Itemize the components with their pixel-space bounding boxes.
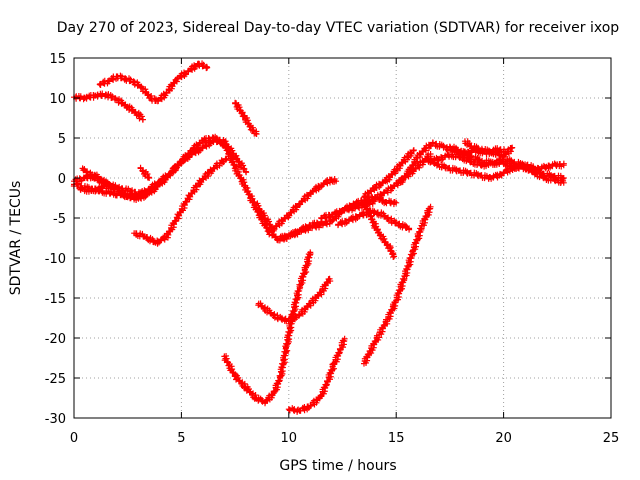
series-track-13 — [318, 193, 400, 222]
point-marks — [221, 249, 314, 407]
axis-ticks: 0 5 10 15 20 25 15 10 5 0 -5 -10 -15 -20 -25 -30 — [45, 52, 620, 446]
series-track-21 — [446, 143, 567, 187]
y-tick-label: -20 — [45, 332, 66, 347]
series-track-7 — [137, 164, 153, 181]
x-tick-label: 20 — [495, 431, 512, 446]
series-track-11 — [270, 175, 340, 233]
point-marks — [446, 143, 567, 187]
point-marks — [250, 199, 278, 234]
series-track-15 — [360, 199, 398, 261]
grid-lines — [74, 58, 611, 418]
point-marks — [77, 182, 116, 195]
point-marks — [318, 193, 400, 222]
point-marks — [131, 155, 230, 247]
x-tick-label: 0 — [70, 431, 78, 446]
x-tick-label: 15 — [388, 431, 405, 446]
point-marks — [96, 60, 211, 105]
series-track-22 — [461, 138, 516, 161]
x-tick-label: 5 — [177, 431, 185, 446]
point-marks — [461, 138, 516, 161]
series-track-23 — [221, 249, 314, 407]
plot-frame — [73, 57, 612, 419]
y-tick-label: -25 — [45, 372, 66, 387]
point-marks — [270, 175, 340, 233]
series-track-2 — [96, 60, 211, 105]
point-marks — [71, 90, 146, 123]
series-track-24 — [285, 335, 348, 415]
series-track-10 — [250, 199, 278, 234]
series-track-14 — [335, 207, 413, 233]
point-marks — [255, 275, 334, 325]
y-tick-label: 5 — [58, 132, 66, 147]
series-track-16 — [360, 147, 417, 201]
y-tick-label: -15 — [45, 292, 66, 307]
y-tick-label: -30 — [45, 412, 66, 427]
series-track-8 — [131, 155, 230, 247]
point-marks — [360, 203, 434, 367]
series-track-26 — [360, 203, 434, 367]
series-track-5 — [79, 165, 146, 199]
point-marks — [79, 165, 146, 199]
y-axis-label: SDTVAR / TECUs — [8, 181, 24, 296]
y-tick-label: 10 — [49, 92, 66, 107]
x-axis-label: GPS time / hours — [279, 458, 396, 474]
point-marks — [360, 147, 417, 201]
point-marks — [335, 207, 413, 233]
x-tick-label: 10 — [281, 431, 298, 446]
series-track-1 — [71, 90, 146, 123]
point-marks — [137, 164, 153, 181]
series-track-9 — [232, 99, 260, 137]
data-points — [70, 60, 567, 415]
chart-title: Day 270 of 2023, Sidereal Day-to-day VTE… — [57, 20, 620, 36]
y-tick-label: 15 — [49, 52, 66, 67]
x-tick-label: 25 — [603, 431, 620, 446]
y-tick-label: -5 — [53, 212, 66, 227]
y-tick-label: -10 — [45, 252, 66, 267]
series-track-6 — [77, 182, 116, 195]
point-marks — [360, 199, 398, 261]
y-tick-label: 0 — [58, 172, 66, 187]
point-marks — [232, 99, 260, 137]
series-track-25 — [255, 275, 334, 325]
point-marks — [285, 335, 348, 415]
